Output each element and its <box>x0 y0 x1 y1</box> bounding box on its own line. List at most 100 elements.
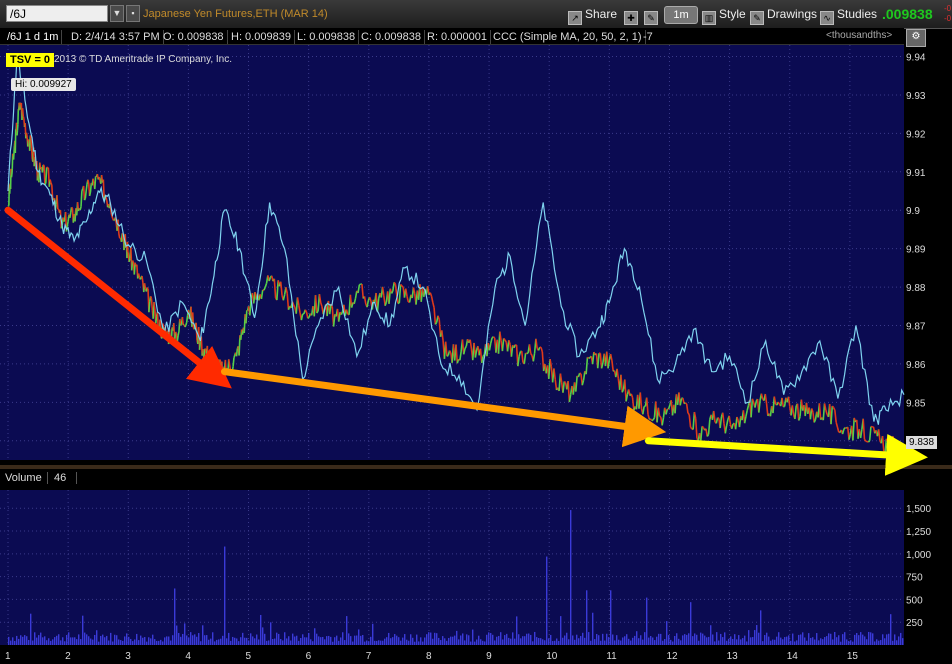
price-segment <box>825 409 828 415</box>
volume-bar <box>390 638 392 645</box>
volume-bar <box>876 639 878 645</box>
volume-bar <box>232 636 234 645</box>
price-segment <box>93 176 97 190</box>
volume-bar <box>96 630 98 645</box>
price-segment <box>432 302 435 308</box>
volume-bar <box>196 636 198 645</box>
time-tick-label: 5 <box>246 651 252 662</box>
volume-bar <box>900 632 902 645</box>
price-segment <box>517 356 520 367</box>
volume-bar <box>862 634 864 645</box>
volume-bar <box>502 639 504 645</box>
volume-bar <box>70 637 72 645</box>
tsv-badge[interactable]: TSV = 0 <box>6 53 55 67</box>
volume-bar <box>190 632 192 645</box>
symbol-dropdown-icon[interactable]: ▼ <box>110 5 124 22</box>
price-segment <box>798 416 801 421</box>
volume-bar <box>16 635 18 645</box>
price-segment <box>213 359 216 363</box>
volume-bar <box>430 632 432 645</box>
volume-bar <box>698 640 700 645</box>
volume-bar <box>730 636 732 645</box>
volume-bar <box>700 632 702 645</box>
volume-bar <box>366 640 368 645</box>
price-segment <box>693 411 697 419</box>
volume-bar <box>584 637 586 645</box>
study-label[interactable]: CCC (Simple MA, 20, 50, 2, 1) <box>490 30 646 44</box>
volume-bar <box>832 639 834 645</box>
volume-bar <box>234 637 236 645</box>
panel-divider[interactable] <box>0 465 952 469</box>
share-button[interactable]: ↗ Share <box>568 5 617 25</box>
price-segment <box>575 375 578 392</box>
timeframe-button[interactable]: 1m <box>664 6 698 24</box>
price-segment <box>559 373 563 383</box>
volume-bar <box>650 636 652 645</box>
price-segment <box>459 351 462 361</box>
price-tick-label: 9.93 <box>906 91 926 102</box>
link-icon[interactable]: ▪ <box>126 5 140 22</box>
bar-close: C: 0.009838 <box>358 30 425 44</box>
volume-bar <box>476 639 478 645</box>
volume-bar <box>50 640 52 645</box>
volume-bar <box>616 635 618 645</box>
style-button[interactable]: ▥ Style <box>702 5 746 25</box>
volume-bar <box>240 637 242 645</box>
volume-bar <box>260 614 262 645</box>
volume-bar <box>446 640 448 645</box>
change-percent: -0 <box>944 14 952 23</box>
volume-bar <box>368 641 370 645</box>
price-segment <box>881 436 885 452</box>
volume-bar <box>836 637 838 645</box>
volume-bar <box>860 632 862 645</box>
volume-bar <box>146 641 148 645</box>
price-segment <box>332 314 336 327</box>
volume-bar <box>846 639 848 645</box>
chart-label[interactable]: /6J 1 d 1m <box>4 30 63 44</box>
volume-bar <box>694 633 696 645</box>
price-segment <box>831 405 835 409</box>
trend-arrow-red <box>4 206 232 389</box>
volume-bar <box>788 635 790 645</box>
volume-bar <box>558 640 560 645</box>
price-segment <box>823 403 827 411</box>
crosshair-button[interactable]: ✚ <box>624 5 641 25</box>
price-segment <box>137 273 141 278</box>
volume-bar <box>68 632 70 645</box>
volume-bar <box>374 640 376 645</box>
price-segment <box>318 294 322 303</box>
volume-label[interactable]: Volume <box>5 472 48 484</box>
price-segment <box>79 206 82 211</box>
volume-bar <box>868 631 870 645</box>
volume-bar <box>684 634 686 645</box>
volume-bar <box>394 634 396 645</box>
volume-bar <box>780 637 782 645</box>
price-segment <box>128 258 131 262</box>
volume-bar <box>470 641 472 645</box>
volume-bar <box>564 635 566 645</box>
volume-bar <box>388 632 390 645</box>
volume-bar <box>52 639 54 645</box>
price-segment <box>812 412 816 423</box>
volume-bar <box>524 636 526 645</box>
style-icon: ▥ <box>702 11 716 25</box>
volume-bar <box>370 636 372 645</box>
wrench-button[interactable]: ✎ <box>644 5 661 25</box>
studies-button[interactable]: ∿ Studies <box>820 5 877 25</box>
high-label: Hi: 0.009927 <box>11 78 76 91</box>
price-segment <box>430 295 434 303</box>
price-segment <box>359 283 361 286</box>
price-segment <box>781 397 785 407</box>
volume-bar <box>590 640 592 645</box>
drawings-button[interactable]: ✎ Drawings <box>750 5 817 25</box>
volume-bar <box>518 634 520 645</box>
symbol-input[interactable]: /6J <box>6 5 108 22</box>
price-segment <box>528 344 532 354</box>
volume-bar <box>18 638 20 645</box>
gear-icon[interactable]: ⚙ <box>906 29 926 47</box>
price-segment <box>679 398 683 406</box>
volume-bar <box>572 635 574 645</box>
volume-bar <box>158 640 160 645</box>
price-segment <box>300 313 304 321</box>
volume-bars <box>8 510 904 645</box>
